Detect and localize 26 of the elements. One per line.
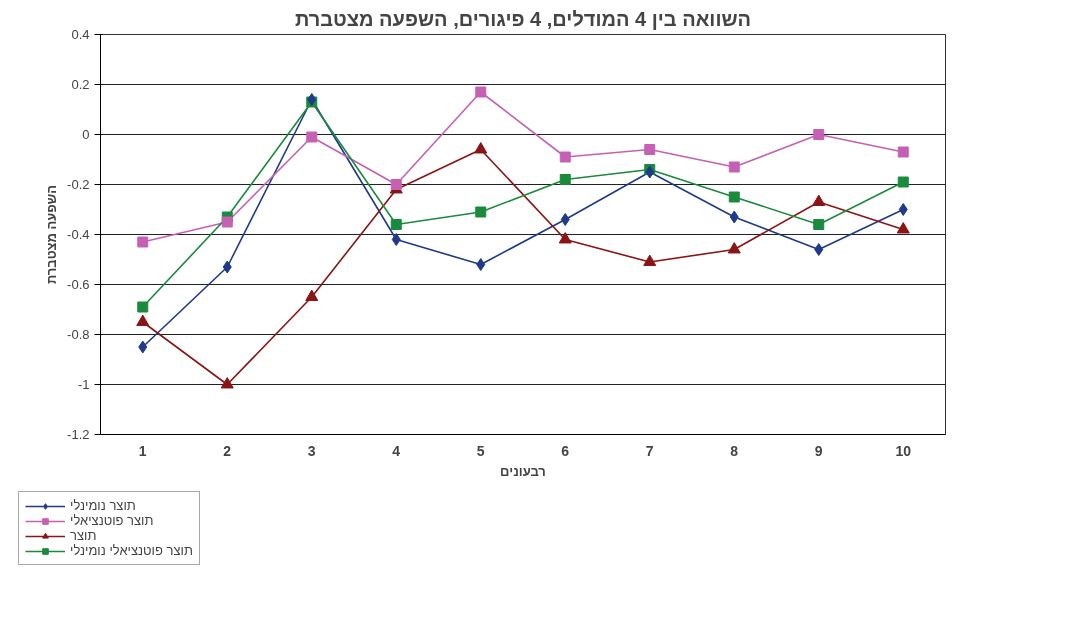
y-tick-label: -0.2 (67, 177, 90, 192)
x-tick-label: 3 (307, 442, 316, 459)
y-tick-label: 0.4 (71, 27, 90, 42)
x-tick-label: 5 (476, 442, 485, 459)
chart-title: השוואה בין 4 המודלים, 4 פיגורים, השפעה מצטברת (294, 7, 752, 30)
y-tick-label: 0.2 (71, 77, 90, 92)
legend-label: תוצר פוטנציאלי (70, 513, 154, 528)
y-axis-title: השפעה מצטברת (44, 184, 60, 285)
y-tick-label: -0.4 (67, 227, 90, 242)
y-tick-label: 0 (82, 127, 90, 142)
x-tick-label: 1 (138, 442, 147, 459)
x-tick-label: 4 (392, 442, 401, 459)
x-tick-label: 8 (730, 442, 739, 459)
y-tick-label: -1 (77, 377, 90, 392)
y-tick-label: -0.6 (67, 277, 90, 292)
x-tick-label: 6 (561, 442, 570, 459)
x-axis-title: רבעונים (500, 463, 546, 479)
legend-label: תוצר (70, 528, 97, 543)
x-tick-label: 2 (223, 442, 232, 459)
x-tick-label: 9 (814, 442, 823, 459)
legend-label: תוצר פוטנציאלי נומינלי (70, 543, 193, 558)
x-tick-label: 10 (895, 442, 912, 459)
y-tick-label: -1.2 (67, 427, 90, 442)
legend-label: תוצר נומינלי (70, 498, 136, 513)
x-tick-label: 7 (645, 442, 654, 459)
y-tick-label: -0.8 (67, 327, 90, 342)
